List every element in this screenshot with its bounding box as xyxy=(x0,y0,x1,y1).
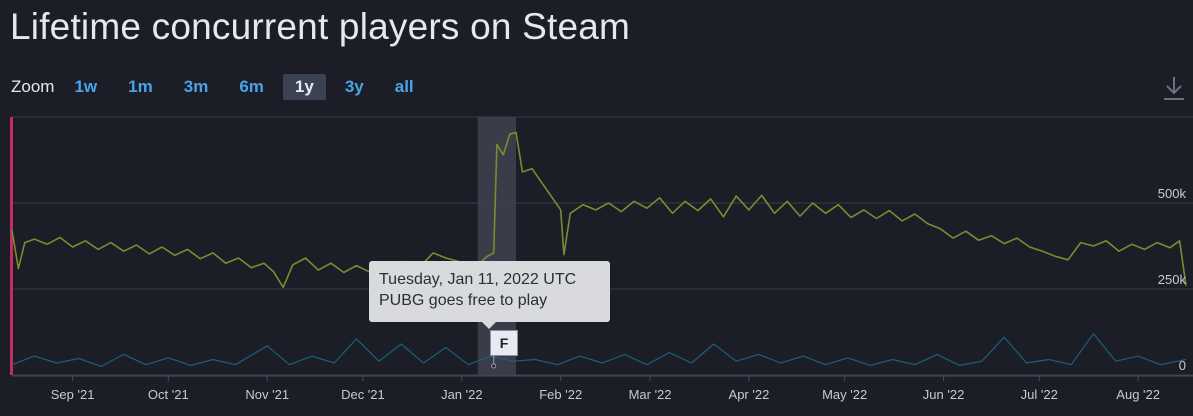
highlight-band-layer xyxy=(10,117,517,375)
x-tick-label: Jun '22 xyxy=(923,387,965,402)
event-flag[interactable]: F xyxy=(490,330,518,356)
tooltip-arrow xyxy=(482,322,496,329)
x-tick-label: Nov '21 xyxy=(245,387,289,402)
x-tick-label: Dec '21 xyxy=(341,387,385,402)
x-tick-label: Feb '22 xyxy=(539,387,582,402)
x-tick-label: Apr '22 xyxy=(729,387,770,402)
zoom-1y-button[interactable]: 1y xyxy=(282,74,326,100)
axis-layer: 0 250k 500k Sep '21 Oct '21 Nov '21 Dec '21 Jan… xyxy=(12,186,1193,402)
page-title: Lifetime concurrent players on Steam xyxy=(10,6,631,47)
x-tick-label: Mar '22 xyxy=(629,387,672,402)
zoom-1w-button[interactable]: 1w xyxy=(74,77,98,96)
x-tick-label: May '22 xyxy=(822,387,867,402)
x-tick-label: Aug '22 xyxy=(1116,387,1160,402)
tooltip-date: Tuesday, Jan 11, 2022 UTC xyxy=(379,271,577,288)
twitch-series-line xyxy=(11,333,1187,367)
x-tick-label: Jan '22 xyxy=(441,387,483,402)
tooltip-event: PUBG goes free to play xyxy=(379,292,548,309)
grid-layer xyxy=(12,116,1193,376)
zoom-1m-button[interactable]: 1m xyxy=(128,77,153,96)
x-tick-label: Oct '21 xyxy=(148,387,189,402)
x-tick-label: Jul '22 xyxy=(1021,387,1058,402)
zoom-selector: Zoom 1w 1m 3m 6m 1y 3y all xyxy=(11,74,433,100)
zoom-6m-button[interactable]: 6m xyxy=(239,77,264,96)
x-tick-label: Sep '21 xyxy=(51,387,95,402)
zoom-3y-button[interactable]: 3y xyxy=(344,77,364,96)
series-layer xyxy=(11,131,1187,369)
download-icon[interactable] xyxy=(1162,74,1186,102)
zoom-3m-button[interactable]: 3m xyxy=(183,77,209,96)
y-tick-label-250k: 250k xyxy=(1158,272,1187,287)
y-tick-label-500k: 500k xyxy=(1158,186,1187,201)
event-tooltip: Tuesday, Jan 11, 2022 UTC PUBG goes free… xyxy=(369,261,610,322)
annotation-point xyxy=(491,363,497,369)
players-series-line xyxy=(11,131,1187,289)
range-start-marker xyxy=(10,117,13,375)
zoom-label: Zoom xyxy=(11,77,55,96)
zoom-all-button[interactable]: all xyxy=(394,77,414,96)
y-tick-label-0: 0 xyxy=(1179,358,1186,373)
